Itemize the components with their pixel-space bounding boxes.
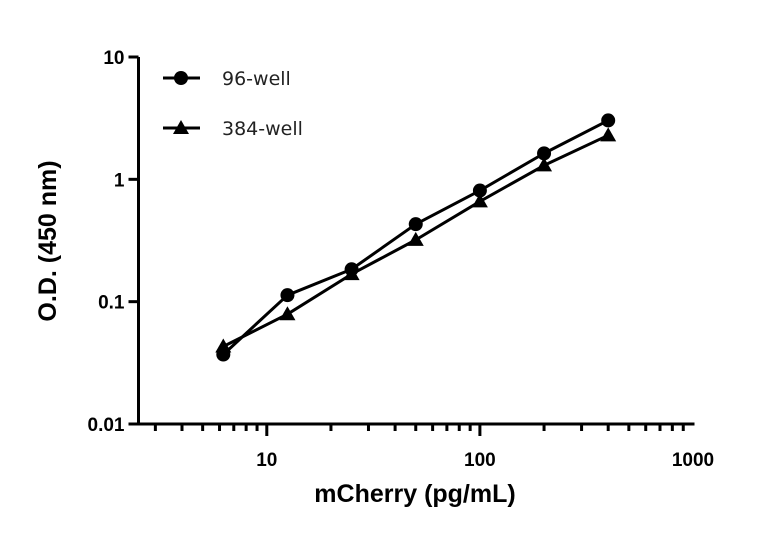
x-tick-label: 10 xyxy=(256,450,277,471)
data-point xyxy=(600,127,617,142)
data-point xyxy=(408,217,423,232)
y-tick-label: 1 xyxy=(114,170,125,191)
legend-marker xyxy=(173,120,189,134)
data-point xyxy=(280,288,295,303)
data-point xyxy=(537,146,552,161)
y-tick-label: 0.1 xyxy=(98,293,125,314)
x-tick-label: 100 xyxy=(464,450,496,471)
y-axis-title: O.D. (450 nm) xyxy=(34,160,62,321)
data-point xyxy=(536,157,553,172)
data-point xyxy=(279,306,296,321)
legend-marker xyxy=(174,71,188,85)
legend-label: 384-well xyxy=(222,118,303,140)
data-point xyxy=(407,231,424,246)
data-point xyxy=(215,338,232,353)
legend: 96-well 384-well xyxy=(163,68,303,140)
y-tick-label: 10 xyxy=(103,48,124,69)
data-point xyxy=(601,113,616,128)
legend-label: 96-well xyxy=(222,68,291,90)
x-axis-title: mCherry (pg/mL) xyxy=(314,480,515,508)
data-point xyxy=(472,183,487,198)
series-group xyxy=(215,113,617,362)
legend-item: 384-well xyxy=(163,118,303,140)
axes: 10 100 1000 0.01 0.1 1 10 xyxy=(88,48,715,471)
data-point xyxy=(343,266,360,281)
y-tick-label: 0.01 xyxy=(88,415,125,436)
x-tick-label: 1000 xyxy=(672,450,714,471)
series-384-well xyxy=(215,127,617,353)
data-point xyxy=(471,193,488,208)
legend-item: 96-well xyxy=(163,68,291,90)
